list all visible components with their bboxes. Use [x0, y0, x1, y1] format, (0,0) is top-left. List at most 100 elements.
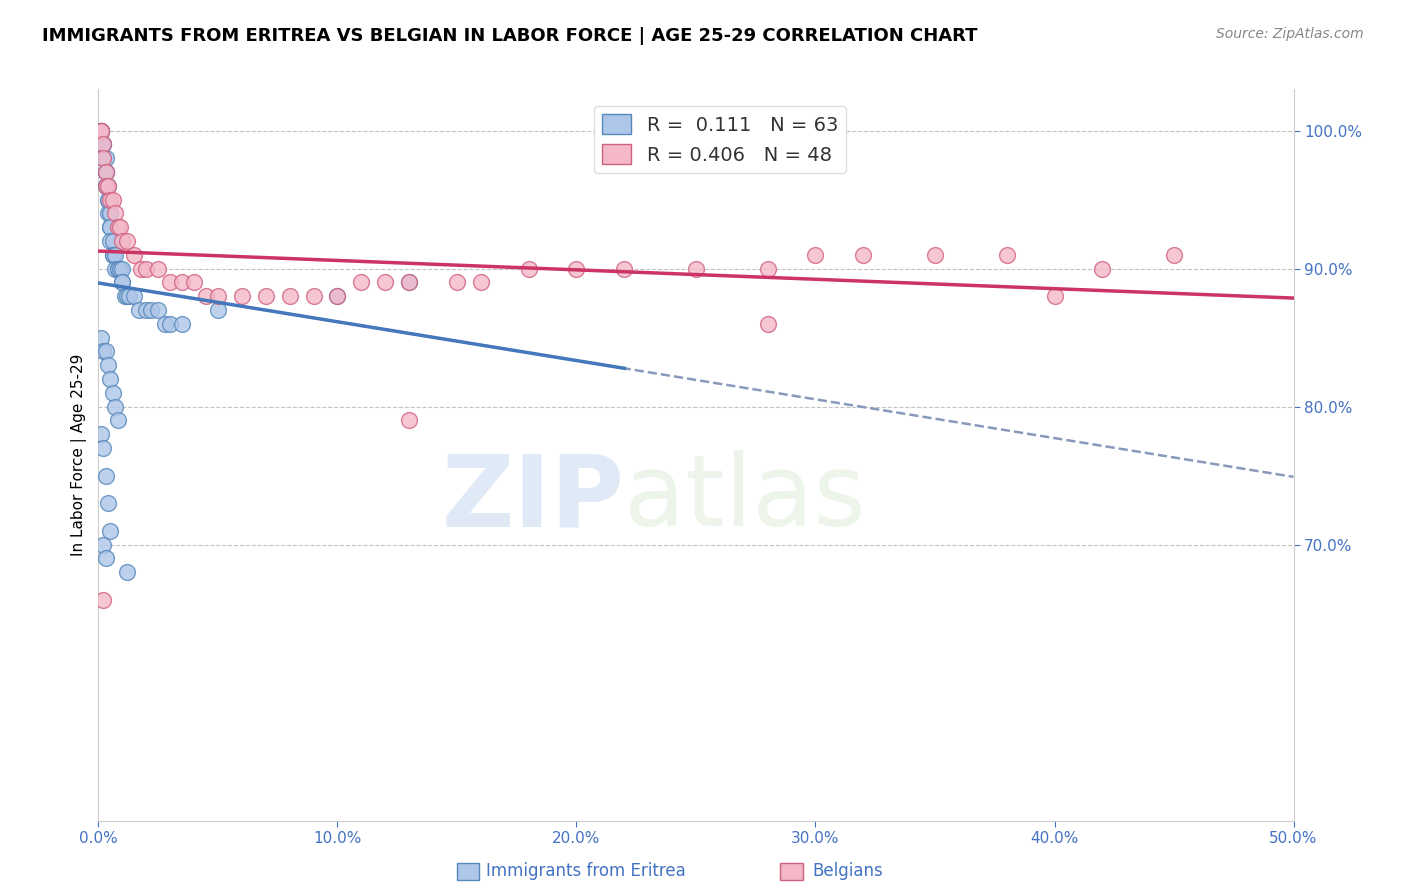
Point — [98, 220, 122, 235]
Point — [148, 303, 170, 318]
Point — [107, 261, 129, 276]
Point — [90, 123, 112, 137]
Point — [115, 234, 138, 248]
Point — [91, 137, 114, 152]
Point — [101, 234, 124, 248]
Point — [101, 193, 124, 207]
Point — [374, 276, 396, 290]
Point — [139, 303, 162, 318]
Point — [104, 261, 127, 276]
Point — [124, 248, 146, 262]
Point — [756, 261, 779, 276]
Point — [613, 261, 636, 276]
Point — [98, 193, 122, 207]
Point — [148, 261, 170, 276]
Point — [91, 592, 114, 607]
Point — [115, 289, 138, 303]
Point — [1163, 248, 1185, 262]
Point — [278, 289, 301, 303]
Point — [517, 261, 540, 276]
Point — [398, 276, 420, 290]
Point — [97, 358, 120, 372]
Point — [91, 441, 114, 455]
Point — [90, 137, 112, 152]
Point — [183, 276, 205, 290]
Point — [90, 123, 112, 137]
Point — [90, 123, 112, 137]
Point — [124, 289, 146, 303]
Point — [97, 178, 120, 193]
Point — [104, 206, 127, 220]
Text: Immigrants from Eritrea: Immigrants from Eritrea — [486, 863, 686, 880]
Point — [398, 413, 420, 427]
Point — [172, 276, 194, 290]
Point — [111, 276, 134, 290]
Point — [94, 165, 117, 179]
Point — [446, 276, 468, 290]
Point — [107, 220, 129, 235]
Point — [118, 289, 141, 303]
Point — [111, 261, 134, 276]
Point — [94, 344, 117, 359]
Point — [91, 137, 114, 152]
Point — [104, 248, 127, 262]
Point — [104, 400, 127, 414]
Point — [159, 317, 181, 331]
Point — [97, 178, 120, 193]
Point — [565, 261, 588, 276]
Point — [114, 289, 136, 303]
Point — [111, 276, 134, 290]
Point — [326, 289, 349, 303]
Point — [172, 317, 194, 331]
Point — [195, 289, 218, 303]
Legend: R =  0.111   N = 63, R = 0.406   N = 48: R = 0.111 N = 63, R = 0.406 N = 48 — [595, 106, 845, 172]
Point — [924, 248, 946, 262]
Point — [128, 303, 150, 318]
Point — [98, 206, 122, 220]
Point — [107, 261, 129, 276]
Point — [90, 427, 112, 442]
Text: Source: ZipAtlas.com: Source: ZipAtlas.com — [1216, 27, 1364, 41]
Point — [90, 123, 112, 137]
Point — [207, 303, 229, 318]
Point — [94, 178, 117, 193]
Point — [302, 289, 325, 303]
Point — [254, 289, 277, 303]
Text: IMMIGRANTS FROM ERITREA VS BELGIAN IN LABOR FORCE | AGE 25-29 CORRELATION CHART: IMMIGRANTS FROM ERITREA VS BELGIAN IN LA… — [42, 27, 977, 45]
Text: atlas: atlas — [624, 450, 866, 548]
Point — [350, 276, 373, 290]
Point — [155, 317, 177, 331]
Point — [94, 468, 117, 483]
Point — [91, 151, 114, 165]
Point — [97, 206, 120, 220]
Point — [1043, 289, 1066, 303]
Point — [326, 289, 349, 303]
Point — [108, 220, 131, 235]
Point — [94, 151, 117, 165]
Point — [111, 234, 134, 248]
Point — [94, 178, 117, 193]
Point — [995, 248, 1018, 262]
Point — [90, 330, 112, 344]
Point — [101, 248, 124, 262]
Point — [131, 261, 153, 276]
Text: Belgians: Belgians — [813, 863, 883, 880]
Point — [1091, 261, 1114, 276]
Text: ZIP: ZIP — [441, 450, 624, 548]
Point — [101, 385, 124, 400]
Point — [470, 276, 492, 290]
Point — [90, 137, 112, 152]
Point — [852, 248, 875, 262]
Point — [91, 344, 114, 359]
Point — [97, 193, 120, 207]
Point — [231, 289, 253, 303]
Point — [97, 193, 120, 207]
Point — [91, 151, 114, 165]
Point — [98, 524, 122, 538]
Point — [101, 248, 124, 262]
Point — [108, 261, 131, 276]
Point — [91, 538, 114, 552]
Point — [115, 566, 138, 580]
Point — [94, 165, 117, 179]
Y-axis label: In Labor Force | Age 25-29: In Labor Force | Age 25-29 — [72, 354, 87, 556]
